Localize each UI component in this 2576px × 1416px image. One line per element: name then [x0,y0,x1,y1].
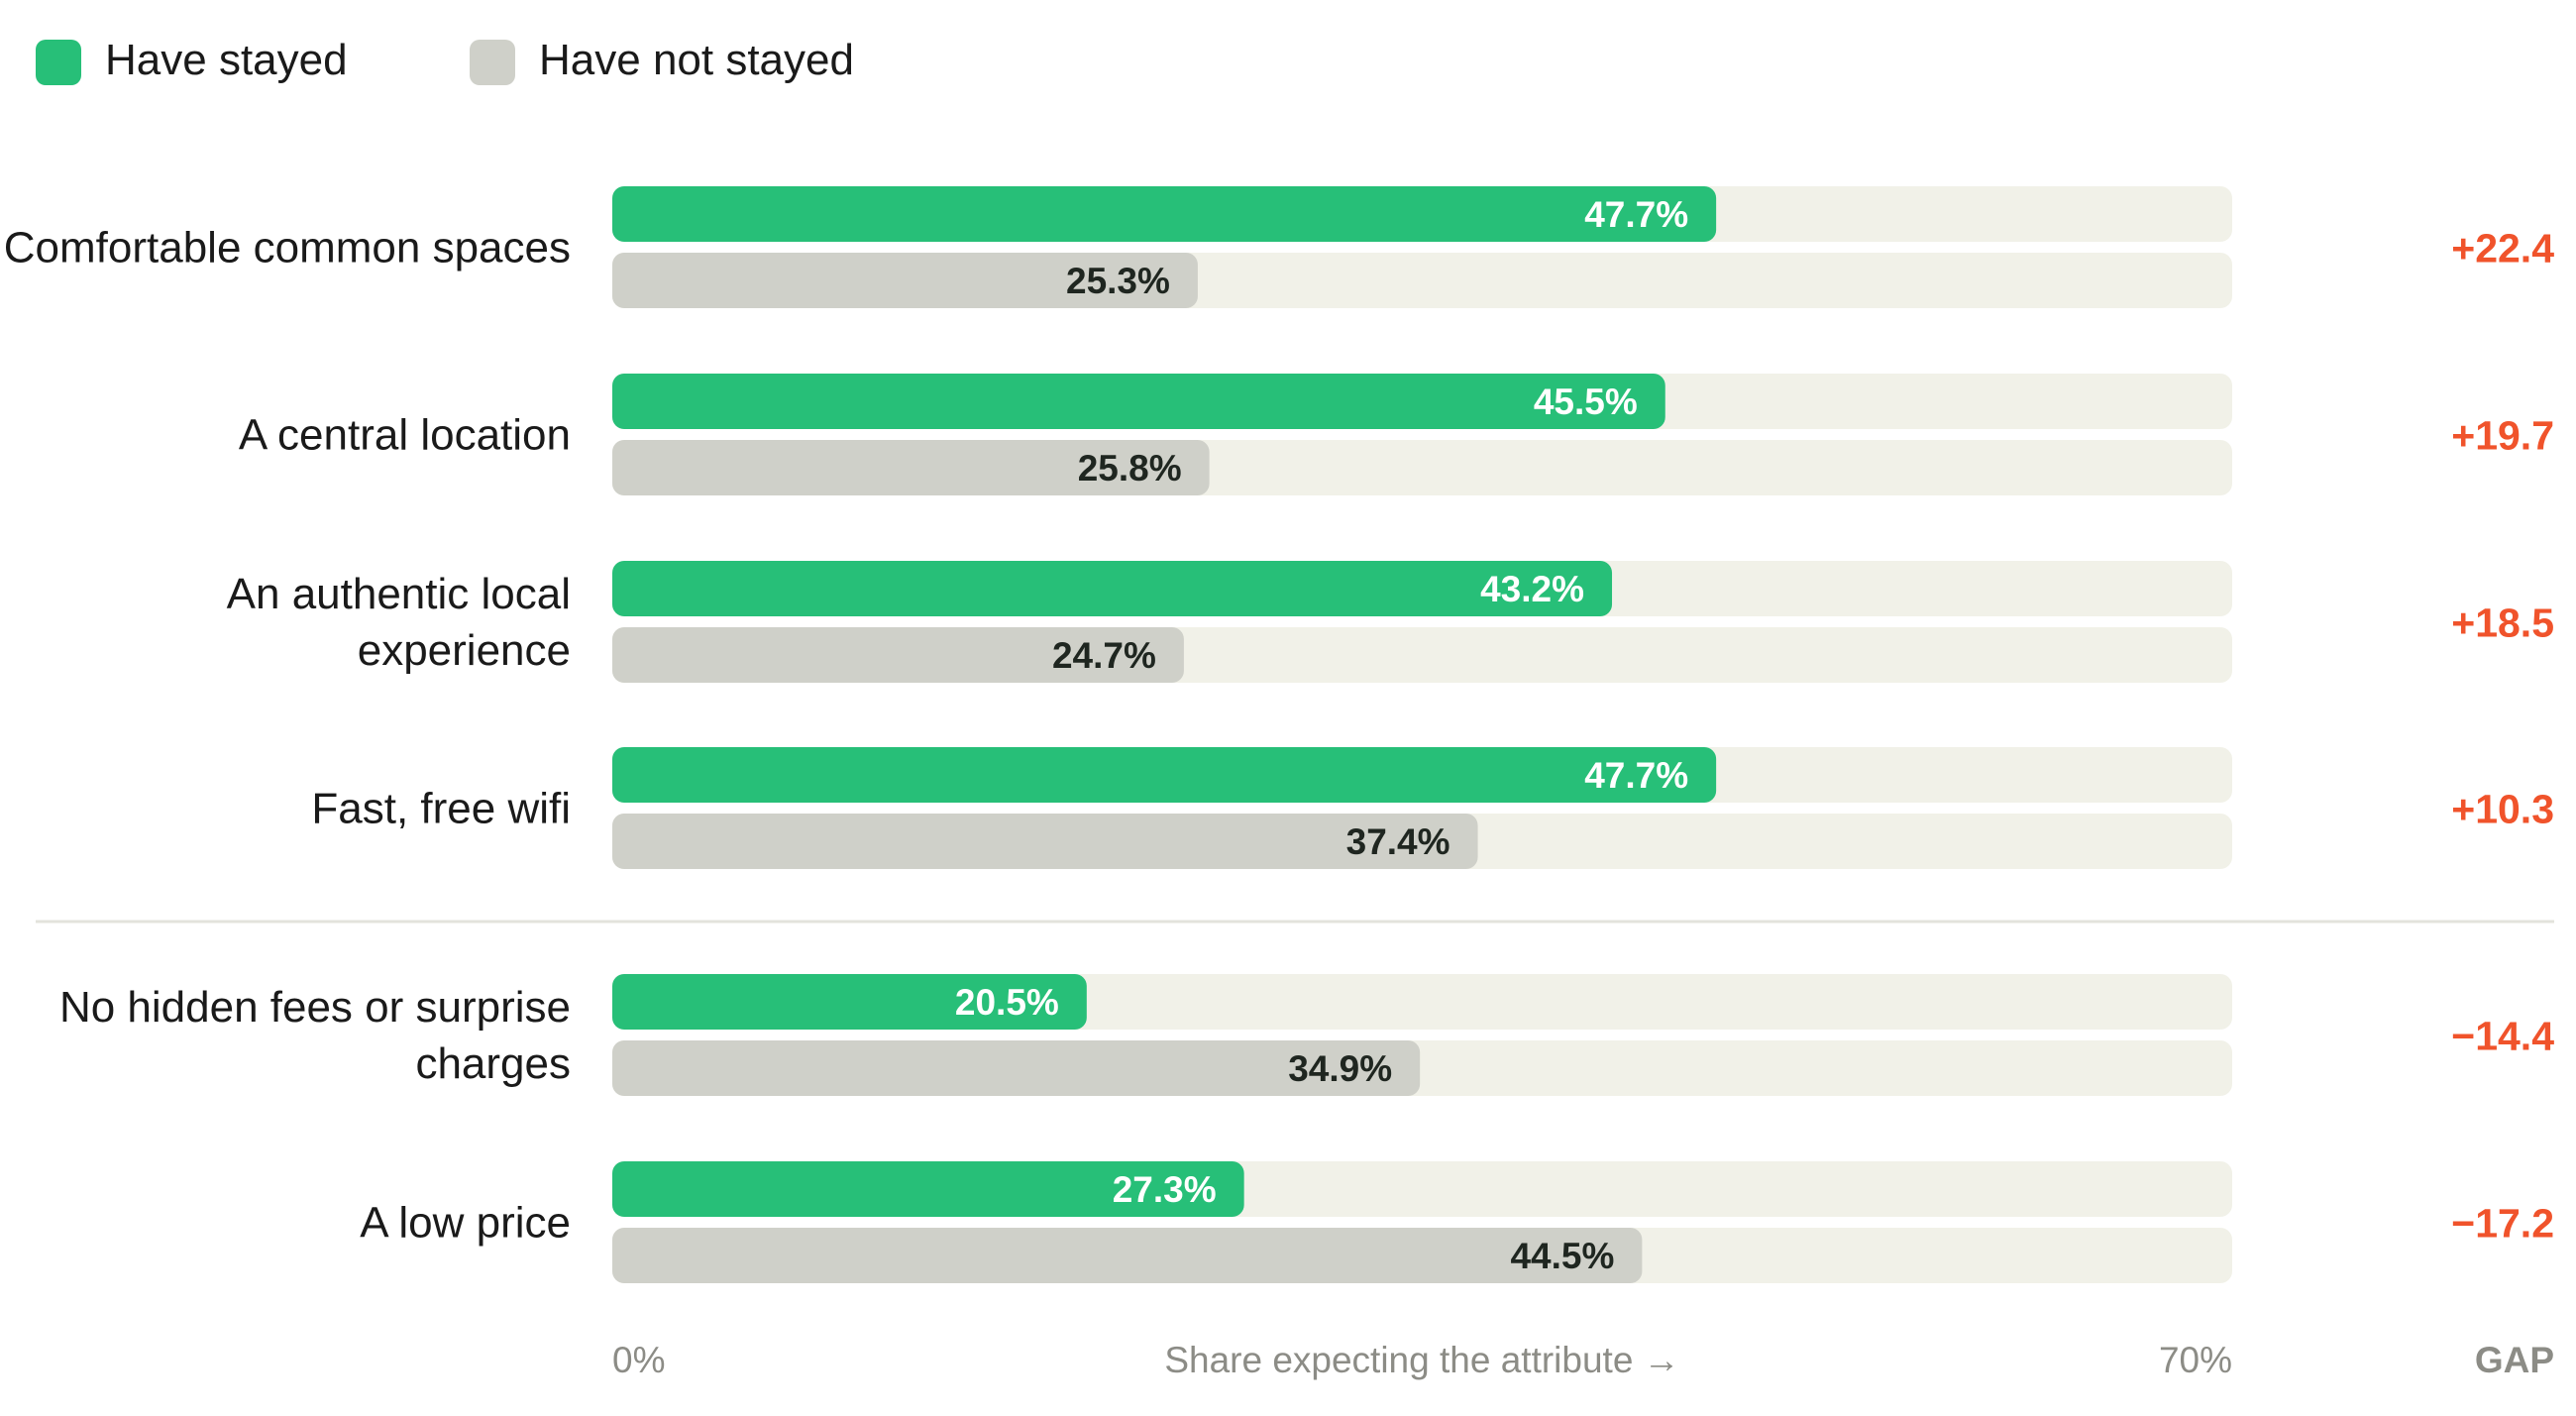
bar-have-not-stayed [612,253,1198,308]
gap-value: +22.4 [2451,226,2554,272]
bar-value-label: 27.3% [1113,1169,1217,1210]
legend-swatch-0 [36,40,81,85]
bar-have-stayed [612,374,1665,429]
category-label: A central location [239,411,571,460]
bar-value-label: 34.9% [1288,1048,1392,1089]
bar-value-label: 47.7% [1584,755,1688,796]
bar-have-not-stayed [612,814,1478,869]
legend-label-1: Have not stayed [539,36,854,84]
category-label: An authentic local experience [227,570,571,675]
gap-value: −14.4 [2451,1014,2554,1059]
bar-value-label: 45.5% [1534,381,1638,422]
gap-value: +18.5 [2451,600,2554,646]
bar-value-label: 37.4% [1346,821,1450,862]
bar-value-label: 44.5% [1510,1236,1614,1276]
x-tick-label: 70% [2159,1340,2232,1380]
bar-value-label: 43.2% [1480,569,1584,609]
legend-label-0: Have stayed [105,36,348,84]
category-label: A low price [360,1199,571,1248]
bar-have-not-stayed [612,1040,1421,1096]
gap-header: GAP [2475,1340,2554,1380]
bar-have-stayed [612,561,1613,616]
bar-value-label: 25.3% [1066,261,1170,301]
bar-have-stayed [612,1161,1244,1217]
bar-have-not-stayed [612,627,1184,683]
legend-swatch-1 [470,40,515,85]
bar-value-label: 47.7% [1584,194,1688,235]
gap-value: −17.2 [2451,1201,2554,1247]
bar-value-label: 25.8% [1078,448,1182,489]
x-tick-label: 0% [612,1340,665,1380]
x-axis-title: Share expecting the attribute → [1164,1340,1679,1380]
category-label: No hidden fees or surprise charges [59,983,571,1088]
bar-value-label: 20.5% [955,982,1059,1023]
bar-value-label: 24.7% [1052,635,1156,676]
bar-have-stayed [612,747,1717,803]
gap-value: +19.7 [2451,413,2554,459]
category-label: Comfortable common spaces [4,224,571,272]
gap-value: +10.3 [2451,787,2554,832]
category-label: Fast, free wifi [311,785,571,833]
bar-have-not-stayed [612,440,1210,495]
bar-have-stayed [612,974,1087,1030]
bar-have-stayed [612,186,1717,242]
bar-have-not-stayed [612,1228,1643,1283]
